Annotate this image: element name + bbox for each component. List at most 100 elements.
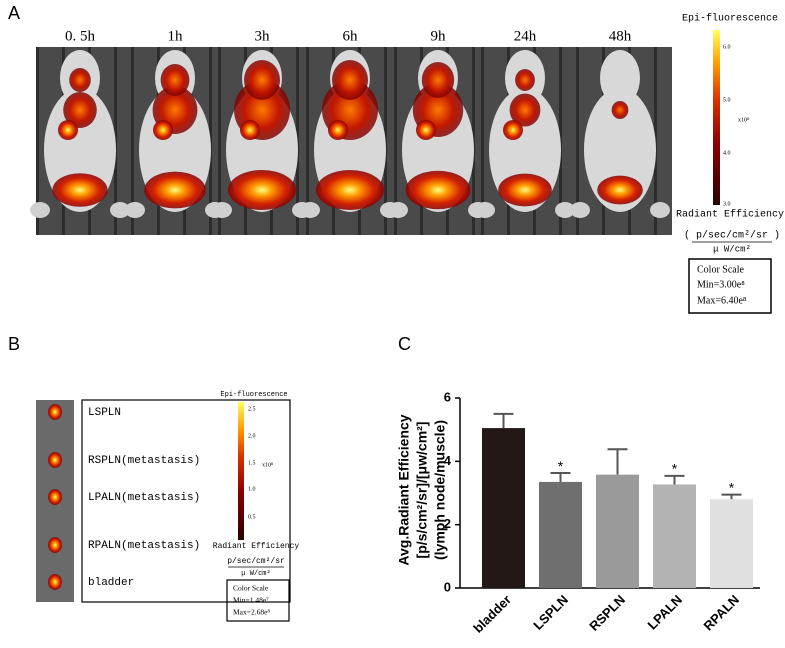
color-scale-title: Color Scale xyxy=(697,264,744,275)
unit-denominator: μ W/cm² xyxy=(241,570,270,578)
cage-bar xyxy=(218,47,221,235)
time-label: 3h xyxy=(255,28,271,44)
organ-signal xyxy=(48,452,62,468)
significance-mark: * xyxy=(729,479,735,495)
time-label: 6h xyxy=(343,28,359,44)
signal xyxy=(503,120,523,140)
signal xyxy=(52,173,108,207)
colorbar-tick: 6.0 xyxy=(723,44,731,50)
time-label: 0. 5h xyxy=(65,28,96,44)
signal xyxy=(405,170,471,210)
cage-bar xyxy=(481,47,484,235)
organ-signal xyxy=(48,537,62,553)
bar xyxy=(596,474,639,588)
y-tick-label: 6 xyxy=(444,389,451,404)
signal xyxy=(597,175,643,205)
organ-signal xyxy=(48,404,62,420)
mouse-leg xyxy=(650,202,670,218)
unit-numerator: p/sec/cm²/sr xyxy=(227,557,285,566)
organ-label: LSPLN xyxy=(88,407,121,419)
signal xyxy=(421,62,455,98)
time-label: 48h xyxy=(609,28,632,44)
color-bar xyxy=(238,402,244,540)
color-scale-max: Max=6.40e⁸ xyxy=(697,295,747,306)
signal xyxy=(416,120,436,140)
panel-label: A xyxy=(8,3,20,23)
colorbar-tick: 3.0 xyxy=(723,201,731,207)
signal xyxy=(144,171,206,209)
color-scale-max: Max=2.68e⁸ xyxy=(233,608,270,617)
cage-bar xyxy=(306,47,309,235)
signal xyxy=(153,120,173,140)
time-label: 1h xyxy=(168,28,184,44)
colorbar-tick: 4.0 xyxy=(723,150,731,156)
x-tick-label: LPALN xyxy=(644,592,685,633)
color-bar xyxy=(713,30,720,205)
color-scale-min: Min=1.48e⁷ xyxy=(233,596,269,605)
mouse-body xyxy=(584,88,656,212)
signal xyxy=(244,60,280,100)
colorbar-tick: 2.5 xyxy=(248,406,256,412)
mouse-leg xyxy=(212,202,232,218)
organ-signal xyxy=(48,489,62,505)
unit-numerator: ( p/sec/cm²/sr ) xyxy=(684,230,780,242)
signal xyxy=(240,120,260,140)
color-scale-min: Min=3.00e⁸ xyxy=(697,279,745,290)
mouse-leg xyxy=(125,202,145,218)
colorbar-title: Epi-fluorescence xyxy=(220,391,287,399)
time-label: 9h xyxy=(431,28,447,44)
significance-mark: * xyxy=(558,458,564,474)
colorbar-tick: 0.5 xyxy=(248,514,256,520)
x-tick-label: RPALN xyxy=(700,592,742,634)
panel-label: C xyxy=(398,334,411,354)
x-tick-label: LSPLN xyxy=(530,592,571,633)
y-axis-label: Avg.Radiant Efficiency xyxy=(396,414,412,565)
y-axis-label: (lymph node/muscle) xyxy=(432,420,448,560)
colorbar-tick: 1.0 xyxy=(248,486,256,492)
signal xyxy=(69,68,91,92)
mouse-leg xyxy=(475,202,495,218)
color-scale-title: Color Scale xyxy=(233,584,269,593)
signal xyxy=(509,93,541,127)
signal xyxy=(228,170,296,210)
signal xyxy=(316,170,384,210)
panel-label: B xyxy=(8,334,20,354)
bar xyxy=(653,484,696,588)
organ-label: RPALN(metastasis) xyxy=(88,540,200,552)
signal xyxy=(63,92,97,128)
signal xyxy=(332,60,368,100)
cage-bar xyxy=(131,47,134,235)
x-tick-label: bladder xyxy=(470,592,514,636)
organ-label: bladder xyxy=(88,577,134,589)
cage-bar xyxy=(394,47,397,235)
unit-title: Radiant Efficiency xyxy=(213,542,300,551)
x-tick-label: RSPLN xyxy=(586,592,628,634)
y-axis-label: [p/s/cm²/sr]/[μw/cm²] xyxy=(414,422,430,559)
mouse-leg xyxy=(110,202,130,218)
colorbar-title: Epi-fluorescence xyxy=(682,13,778,25)
bar xyxy=(539,481,582,588)
mouse-head xyxy=(600,50,640,106)
mouse-leg xyxy=(555,202,575,218)
unit-title: Radiant Efficiency xyxy=(676,209,784,221)
organ-signal xyxy=(48,574,62,590)
signal xyxy=(160,64,190,96)
significance-mark: * xyxy=(672,461,678,477)
signal xyxy=(498,173,552,207)
signal xyxy=(515,69,535,91)
color-scale-box xyxy=(688,258,772,314)
bar xyxy=(710,499,753,588)
signal xyxy=(328,120,348,140)
y-tick-label: 0 xyxy=(444,579,451,594)
y-tick-label: 4 xyxy=(444,453,452,468)
signal xyxy=(58,120,78,140)
colorbar-multiplier: x10⁸ xyxy=(738,117,749,123)
cage-bar xyxy=(576,47,579,235)
mouse-leg xyxy=(300,202,320,218)
organ-label-box xyxy=(81,399,291,603)
colorbar-tick: 5.0 xyxy=(723,97,731,103)
mouse-leg xyxy=(570,202,590,218)
mouse-leg xyxy=(388,202,408,218)
colorbar-tick: 1.5 xyxy=(248,460,256,466)
